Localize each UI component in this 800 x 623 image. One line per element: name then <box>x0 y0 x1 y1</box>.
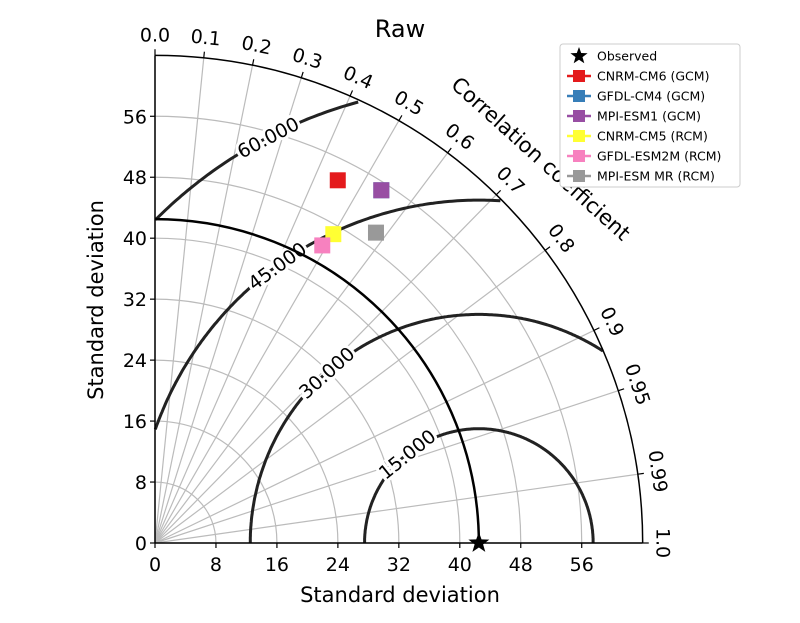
reference-std-arc <box>154 217 481 544</box>
std-grid-arc <box>154 359 339 544</box>
legend-marker <box>573 170 585 182</box>
y-tick-label: 24 <box>123 350 147 372</box>
rms-contour <box>248 312 604 543</box>
chart-title: Raw <box>375 15 425 43</box>
corr-tick-label: 0.5 <box>390 86 427 120</box>
corr-grid-line <box>154 473 638 544</box>
x-tick-label: 8 <box>210 554 222 576</box>
corr-tick <box>349 90 354 97</box>
legend-marker <box>573 90 585 102</box>
corr-grid-line <box>154 194 497 544</box>
corr-tick-label: 0.2 <box>240 32 274 60</box>
corr-tick <box>618 388 625 392</box>
y-tick-label: 40 <box>123 228 147 250</box>
y-tick-label: 16 <box>123 411 147 433</box>
corr-tick-label: 0.6 <box>441 119 478 155</box>
y-axis-label: Standard deviation <box>84 200 108 400</box>
corr-tick-label: 0.1 <box>190 26 222 51</box>
corr-grid-line <box>154 390 619 544</box>
model-point <box>314 237 331 254</box>
corr-tick-label: 1.0 <box>652 528 674 558</box>
y-tick-label: 48 <box>123 167 147 189</box>
corr-grid-line <box>154 95 351 544</box>
model-point <box>367 224 384 241</box>
x-tick-label: 56 <box>570 554 594 576</box>
corr-tick <box>544 246 551 251</box>
corr-grid-line <box>154 65 254 544</box>
corr-tick-label: 0.4 <box>340 62 376 94</box>
rms-contour-label: 15.000 <box>375 425 441 484</box>
legend-entry-label: Observed <box>597 49 657 64</box>
model-point <box>373 182 390 199</box>
std-grid-arc <box>154 176 522 544</box>
corr-tick <box>637 472 644 475</box>
corr-tick <box>300 71 304 78</box>
x-axis-label: Standard deviation <box>300 583 500 607</box>
corr-grid-line <box>154 249 546 544</box>
legend-marker <box>573 110 585 122</box>
legend-entry-label: GFDL-ESM2M (RCM) <box>597 149 721 164</box>
x-tick-label: 32 <box>387 554 411 576</box>
corr-tick-label: 0.95 <box>620 361 654 408</box>
rms-contour <box>363 427 595 544</box>
legend-frame <box>559 43 741 188</box>
corr-grid-line <box>154 152 449 544</box>
y-tick-label: 0 <box>135 533 147 555</box>
corr-tick-label: 0.99 <box>644 449 672 494</box>
corr-tick <box>251 59 255 66</box>
corr-tick <box>398 115 403 121</box>
legend-marker <box>573 150 585 162</box>
corr-tick <box>203 51 205 58</box>
legend-entry-label: GFDL-CM4 (GCM) <box>597 89 705 104</box>
corr-tick-label: 0.8 <box>543 220 579 257</box>
legend-entry-label: CNRM-CM5 (RCM) <box>597 129 708 144</box>
corr-tick <box>593 327 600 331</box>
rms-contour <box>154 100 359 221</box>
rms-contour <box>153 198 501 430</box>
y-tick-label: 32 <box>123 289 147 311</box>
x-tick-label: 16 <box>265 554 289 576</box>
corr-tick <box>447 147 452 154</box>
corr-tick-label: 0.3 <box>290 44 325 74</box>
corr-grid-line <box>154 120 400 544</box>
x-tick-label: 0 <box>149 554 161 576</box>
legend-marker <box>573 70 585 82</box>
rms-contour-label: 60.000 <box>234 113 303 163</box>
corr-tick-label: 0.9 <box>595 303 628 340</box>
corr-tick <box>495 189 502 196</box>
std-grid-arc <box>154 237 461 544</box>
legend: Observed CNRM-CM6 (GCM) GFDL-CM4 (GCM) MPI-… <box>559 43 741 188</box>
corr-grid-line <box>154 57 205 544</box>
legend-entry-label: MPI-ESM MR (RCM) <box>597 169 715 184</box>
legend-marker <box>573 130 585 142</box>
legend-entry-label: CNRM-CM6 (GCM) <box>597 69 709 84</box>
corr-grid-line <box>154 329 595 544</box>
x-tick-label: 40 <box>448 554 472 576</box>
y-tick-label: 8 <box>135 472 147 494</box>
observed-star-marker <box>468 532 490 552</box>
model-point <box>329 172 346 189</box>
legend-entry-label: MPI-ESM1 (GCM) <box>597 109 701 124</box>
corr-tick-label: 0.0 <box>140 25 170 47</box>
rms-contour-label: 30.000 <box>295 343 359 404</box>
std-grid-arc <box>154 115 583 544</box>
y-tick-label: 56 <box>123 106 147 128</box>
x-tick-label: 24 <box>326 554 350 576</box>
rms-contour-label: 45.000 <box>244 238 311 295</box>
x-tick-label: 48 <box>509 554 533 576</box>
legend-observed-marker <box>570 47 588 64</box>
outer-arc <box>154 54 644 544</box>
std-grid-arc <box>154 420 278 544</box>
